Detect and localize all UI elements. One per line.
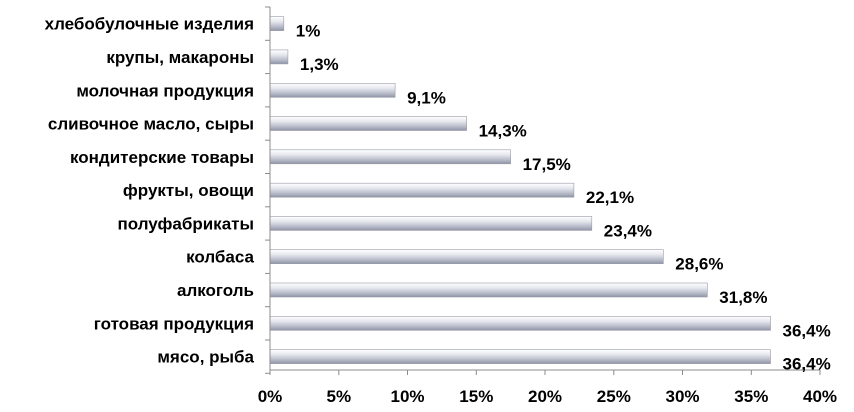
data-label: 14,3% — [479, 122, 527, 141]
category-label: молочная продукция — [76, 81, 254, 100]
category-label: алкоголь — [177, 281, 254, 300]
bar — [269, 83, 396, 98]
category-label: кондитерские товары — [70, 148, 254, 167]
axis-layer — [265, 6, 821, 375]
x-tick-label: 20% — [528, 387, 562, 406]
x-tick-label: 0% — [258, 387, 283, 406]
bar — [269, 116, 467, 131]
data-label: 23,4% — [604, 221, 652, 240]
data-label: 17,5% — [523, 155, 571, 174]
data-label: 28,6% — [675, 255, 723, 274]
bar — [269, 149, 511, 165]
category-label: крупы, макароны — [106, 48, 254, 67]
data-label: 36,4% — [783, 321, 831, 340]
x-tick-label: 10% — [390, 387, 424, 406]
bar — [269, 49, 289, 65]
category-label: фрукты, овощи — [123, 181, 254, 200]
bar — [269, 216, 593, 231]
category-label: полуфабрикаты — [117, 214, 254, 233]
data-label: 22,1% — [586, 188, 634, 207]
x-tick-label: 40% — [803, 387, 837, 406]
data-label: 1,3% — [300, 55, 339, 74]
bar — [269, 349, 771, 364]
x-tick-label: 35% — [734, 387, 768, 406]
category-label: колбаса — [186, 248, 254, 267]
x-tick-label: 30% — [665, 387, 699, 406]
bar — [269, 282, 708, 298]
category-label: готовая продукция — [94, 314, 254, 333]
data-label: 9,1% — [407, 88, 446, 107]
bar — [269, 315, 771, 331]
x-tick-label: 15% — [459, 387, 493, 406]
x-tick-label: 5% — [327, 387, 352, 406]
data-label: 1% — [296, 22, 321, 41]
category-label: хлебобулочные изделия — [45, 15, 254, 34]
data-label: 36,4% — [783, 355, 831, 374]
bar — [269, 249, 664, 264]
data-label: 31,8% — [719, 288, 767, 307]
x-tick-label: 25% — [597, 387, 631, 406]
bar — [269, 16, 285, 31]
bars-layer — [269, 16, 771, 364]
labels-layer: хлебобулочные изделия 1% крупы, макароны 1,… — [45, 15, 837, 406]
category-label: мясо, рыба — [157, 348, 254, 367]
category-label: сливочное масло, сыры — [48, 115, 254, 134]
bar — [269, 182, 575, 198]
